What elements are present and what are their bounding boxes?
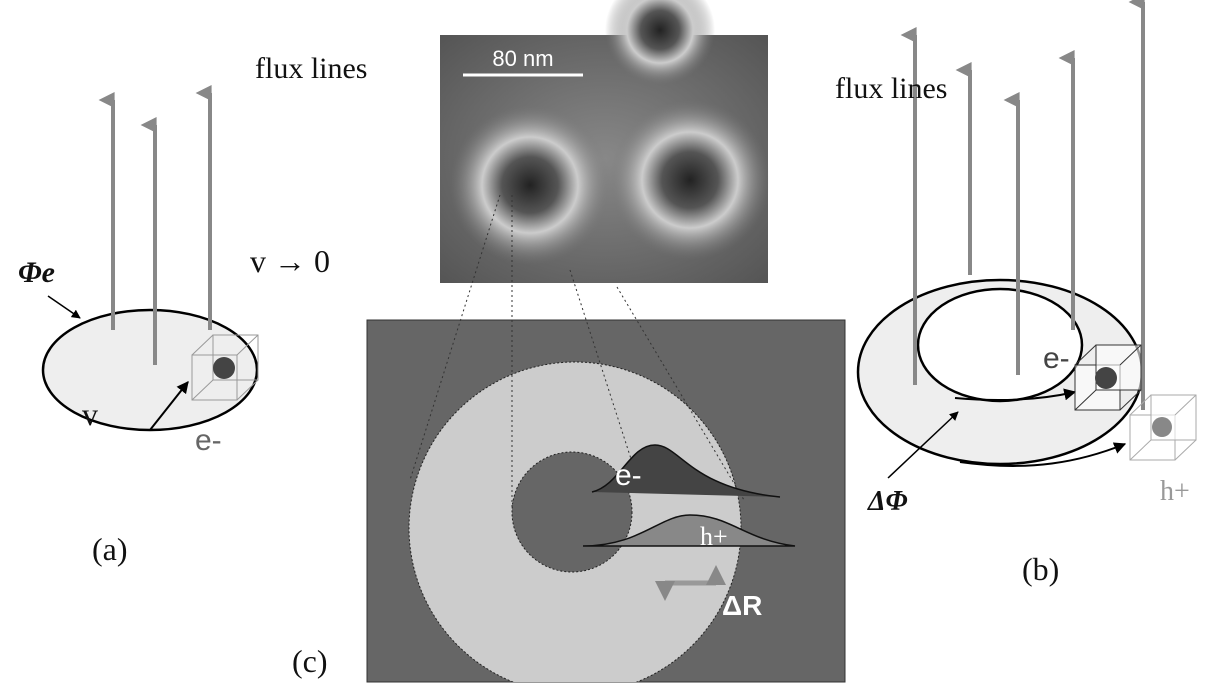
electron-label: e- xyxy=(615,459,642,492)
hole xyxy=(1152,417,1172,437)
hole-label: h+ xyxy=(1160,476,1190,507)
panel-c: 80 nm e- h+ ΔR (c) xyxy=(292,0,845,686)
electron-label: e- xyxy=(195,424,222,457)
panel-a: flux lines v → 0 Φe v e- (a) xyxy=(18,52,368,567)
hole-label: h+ xyxy=(700,522,728,551)
panel-label: (a) xyxy=(92,531,128,567)
scale-label: 80 nm xyxy=(492,46,553,71)
electron xyxy=(1095,367,1117,389)
pointer xyxy=(48,296,80,318)
velocity: v xyxy=(82,396,98,432)
flux-label: flux lines xyxy=(835,72,948,105)
electron-label: e- xyxy=(1043,342,1070,375)
delta-r-label: ΔR xyxy=(722,590,762,621)
electron xyxy=(213,357,235,379)
afm-pit xyxy=(610,100,770,260)
flux-label: flux lines xyxy=(255,52,368,85)
panel-label: (c) xyxy=(292,643,328,679)
delta-flux-label: ΔΦ xyxy=(867,486,908,517)
afm-pit xyxy=(450,105,610,265)
line xyxy=(1175,440,1196,460)
ring-hole xyxy=(512,452,632,572)
diagram: flux lines v → 0 Φe v e- (a) 80 nm e- h+… xyxy=(0,0,1215,686)
panel-label: (b) xyxy=(1022,551,1059,587)
panel-b: flux lines e- h+ ΔΦ (b) xyxy=(835,2,1196,587)
velocity-limit: v → 0 xyxy=(250,243,330,279)
flux-symbol: Φe xyxy=(18,256,55,289)
